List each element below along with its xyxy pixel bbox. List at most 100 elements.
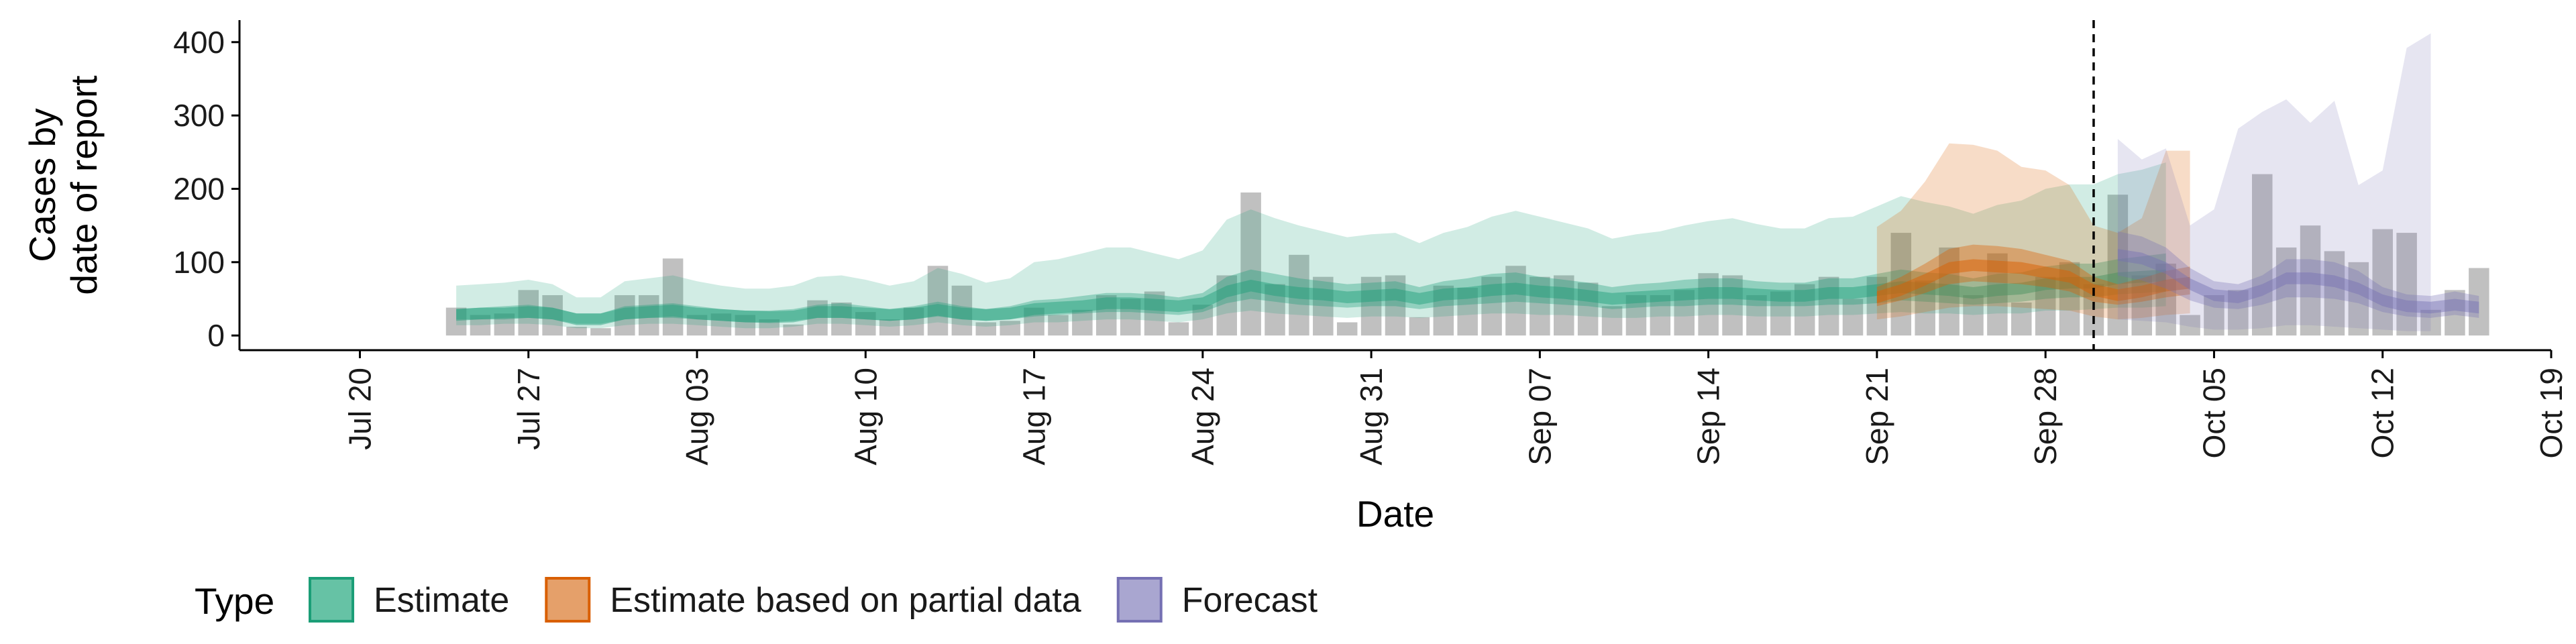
reported-case-bar xyxy=(2348,262,2369,336)
reported-case-bar xyxy=(1554,275,1574,336)
reported-case-bar xyxy=(1577,282,1599,336)
reported-case-bar xyxy=(1915,280,1935,336)
reported-case-bar xyxy=(494,313,515,336)
x-tick-label: Sep 21 xyxy=(1860,368,1894,466)
reported-case-bar xyxy=(2011,302,2032,336)
reported-case-bar xyxy=(1289,254,1309,336)
legend-label: Forecast xyxy=(1182,581,1318,620)
reported-case-bar xyxy=(2107,195,2129,336)
reported-case-bar xyxy=(1746,295,1767,336)
estimate-band-90 xyxy=(456,162,2166,329)
reported-case-bar xyxy=(2275,247,2297,336)
estimate-band-50 xyxy=(456,253,2166,324)
forecast-band-90 xyxy=(2117,33,2431,331)
reported-case-bar xyxy=(1120,299,1141,336)
forecast-median-band xyxy=(2117,249,2479,314)
y-axis-title-line: Cases by xyxy=(21,108,63,262)
legend-swatch xyxy=(309,577,354,623)
reported-case-bar xyxy=(662,258,684,336)
reported-case-bar xyxy=(783,324,804,336)
reported-case-bar xyxy=(1240,192,1261,336)
reported-case-bar xyxy=(1385,275,1406,336)
reported-case-bar xyxy=(1601,306,1623,336)
partial-estimate-band-90 xyxy=(1876,143,2190,320)
reported-cases-bars xyxy=(445,174,2489,336)
axes: 0 100 200 300 400 Jul 20 Jul 27 Aug 03 Aug 10 Au… xyxy=(173,20,2569,466)
x-axis-title: Date xyxy=(1356,493,1434,535)
x-tick-label: Oct 12 xyxy=(2365,368,2400,459)
estimate-median-band xyxy=(456,269,2166,325)
reported-case-bar xyxy=(2469,268,2489,336)
legend-swatch xyxy=(1116,577,1163,623)
reported-case-bar xyxy=(927,266,949,336)
reported-case-bar xyxy=(2300,225,2321,336)
reported-case-bar xyxy=(2228,290,2249,336)
reported-case-bar xyxy=(759,319,780,336)
reported-case-bar xyxy=(1529,276,1550,336)
reported-case-bar xyxy=(1360,276,1382,336)
reported-case-bar xyxy=(1457,288,1478,336)
reported-case-bar xyxy=(1866,276,1888,336)
legend-title: Type xyxy=(195,580,274,622)
legend-label: Estimate based on partial data xyxy=(610,581,1081,620)
reported-case-bar xyxy=(1433,285,1454,336)
reported-case-bar xyxy=(1674,290,1695,336)
reported-case-bar xyxy=(2035,276,2056,336)
reported-case-bar xyxy=(1216,275,1237,336)
reported-case-bar xyxy=(831,302,852,336)
x-tick-label: Sep 07 xyxy=(1522,368,1557,466)
y-axis-ticks: 0 100 200 300 400 xyxy=(173,25,239,353)
reported-case-bar xyxy=(735,315,756,336)
reported-case-bar xyxy=(1481,276,1502,336)
x-tick-label: Oct 05 xyxy=(2196,368,2231,459)
x-tick-label: Aug 17 xyxy=(1017,368,1052,466)
x-tick-label: Aug 31 xyxy=(1354,368,1389,466)
legend-label: Estimate xyxy=(374,581,509,620)
reported-case-bar xyxy=(1192,305,1214,336)
reported-case-bar xyxy=(710,313,732,336)
reported-case-bar xyxy=(470,315,491,336)
reported-case-bar xyxy=(590,328,611,336)
reported-case-bar xyxy=(686,315,708,336)
reported-case-bar xyxy=(903,307,924,336)
reported-case-bar xyxy=(2420,309,2441,336)
y-tick-label: 400 xyxy=(173,25,225,60)
x-axis-ticks: Jul 20 Jul 27 Aug 03 Aug 10 Aug 17 Aug 24 Aug … xyxy=(342,350,2569,466)
reported-case-bar xyxy=(1505,266,1526,336)
reported-case-bar xyxy=(1024,307,1044,336)
reported-case-bar xyxy=(518,290,539,336)
reported-case-bar xyxy=(1818,276,1839,336)
reported-case-bar xyxy=(542,295,563,336)
reported-case-bar xyxy=(1168,322,1189,336)
reported-case-bar xyxy=(807,300,828,336)
y-tick-label: 200 xyxy=(173,171,225,206)
reported-case-bar xyxy=(1336,322,1358,336)
x-tick-label: Aug 24 xyxy=(1185,368,1220,466)
y-axis-title: Cases bydate of report xyxy=(21,75,105,294)
reported-case-bar xyxy=(951,285,973,336)
reported-case-bar xyxy=(1625,295,1647,336)
reported-case-bar xyxy=(1722,275,1743,336)
reported-case-bar xyxy=(1650,295,1671,336)
reported-case-bar xyxy=(1409,317,1430,336)
forecast-band-50 xyxy=(2117,231,2479,318)
reported-case-bar xyxy=(1770,291,1791,336)
reported-case-bar xyxy=(2155,263,2176,336)
reported-case-bar xyxy=(1698,273,1719,336)
x-tick-label: Sep 14 xyxy=(1691,368,1726,466)
reported-case-bar xyxy=(2396,233,2417,336)
reported-case-bar xyxy=(1048,315,1069,336)
reported-case-bar xyxy=(445,307,467,336)
y-axis-title-line: date of report xyxy=(63,75,105,294)
reported-case-bar xyxy=(638,295,659,336)
reported-case-bar xyxy=(1072,309,1093,336)
x-tick-label: Jul 20 xyxy=(342,368,377,450)
x-tick-label: Jul 27 xyxy=(511,368,546,450)
reported-case-bar xyxy=(1000,321,1020,336)
partial-estimate-median-band xyxy=(1876,259,2190,303)
reported-case-bar xyxy=(1842,299,1864,336)
reported-case-bar xyxy=(1963,295,1984,336)
reported-case-bar xyxy=(975,322,997,336)
reported-case-bar xyxy=(1265,284,1285,336)
